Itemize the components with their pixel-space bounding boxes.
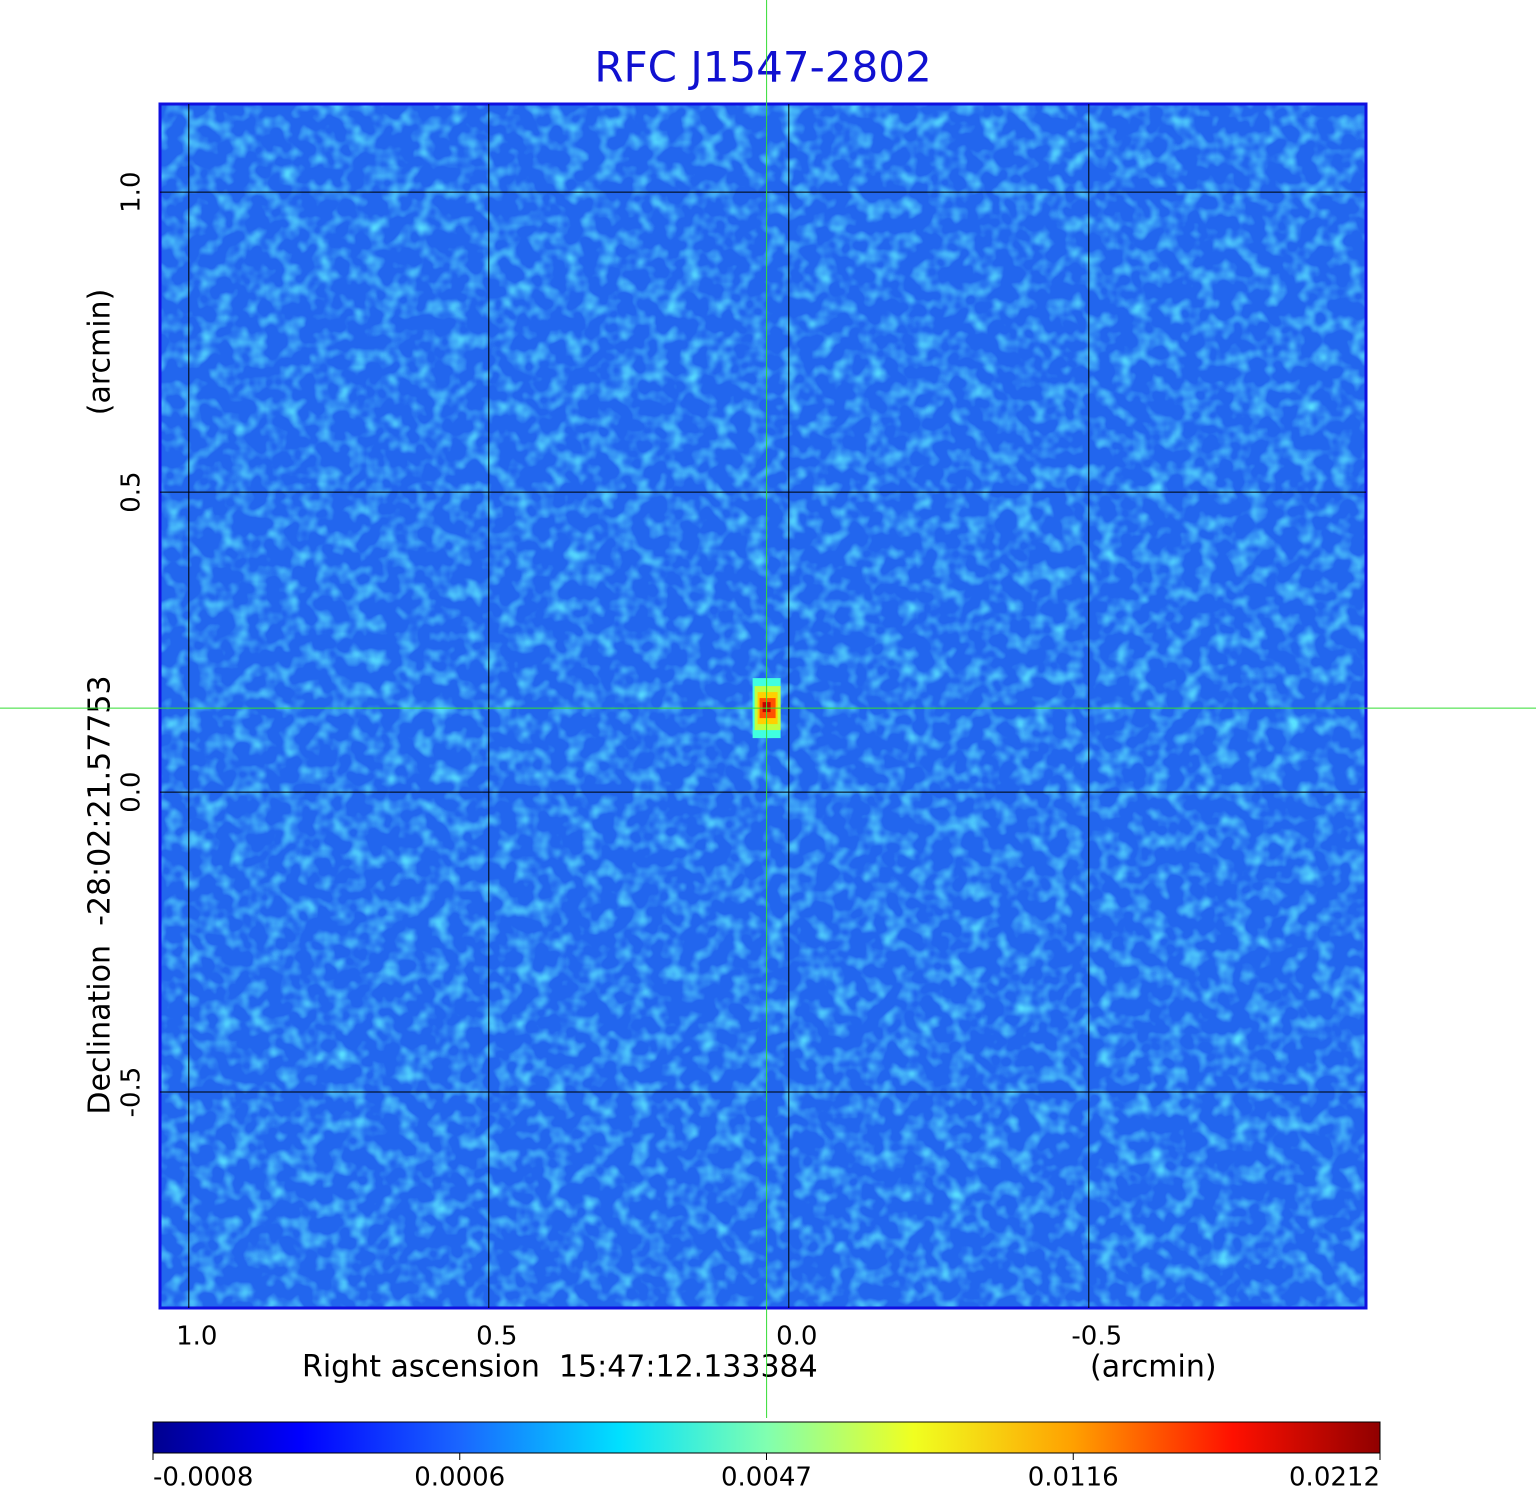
x-tick-label: 0.5 xyxy=(476,1322,517,1352)
x-axis-label: Right ascension 15:47:12.133384 xyxy=(302,1350,818,1385)
y-tick-label: 0.5 xyxy=(117,471,147,512)
y-axis-label: Declination -28:02:21.57753 xyxy=(83,675,118,1114)
y-tick-label: 1.0 xyxy=(117,172,147,213)
x-tick-label: 0.0 xyxy=(776,1322,817,1352)
y-tick-label: 0.0 xyxy=(117,771,147,812)
colorbar-tick-label: -0.0008 xyxy=(153,1463,253,1493)
colorbar-tick-label: 0.0116 xyxy=(1028,1463,1119,1493)
y-axis-unit: (arcmin) xyxy=(83,289,118,416)
colorbar xyxy=(152,1421,1381,1454)
x-tick-label: -0.5 xyxy=(1071,1322,1122,1352)
x-tick-label: 1.0 xyxy=(176,1322,217,1352)
x-axis-unit: (arcmin) xyxy=(1090,1350,1217,1385)
image-area xyxy=(160,104,1366,1308)
colorbar-tick-label: 0.0047 xyxy=(721,1463,812,1493)
chart-title: RFC J1547-2802 xyxy=(594,43,931,92)
plot-frame xyxy=(158,102,1368,1310)
colorbar-tick-label: 0.0212 xyxy=(1289,1463,1380,1493)
y-tick-label: -0.5 xyxy=(117,1067,147,1118)
colorbar-tick-label: 0.0006 xyxy=(414,1463,505,1493)
